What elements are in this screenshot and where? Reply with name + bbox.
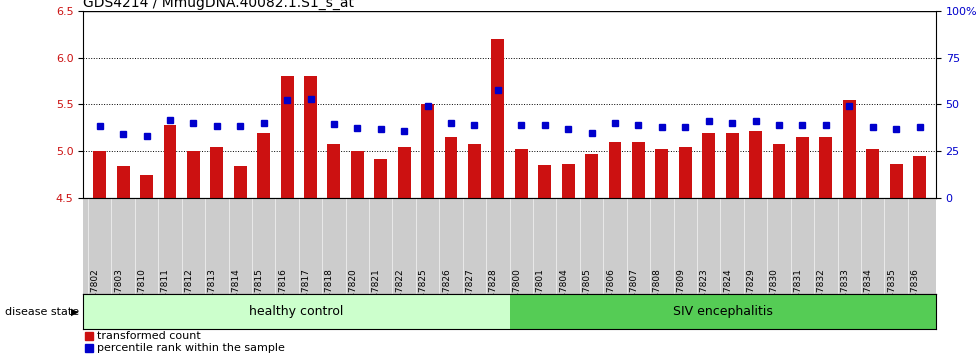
Bar xyxy=(562,164,574,198)
Bar xyxy=(351,152,364,198)
Bar xyxy=(725,132,739,198)
Bar xyxy=(772,144,785,198)
Bar xyxy=(866,149,879,198)
Bar xyxy=(796,137,808,198)
Bar xyxy=(83,294,510,329)
Bar xyxy=(374,159,387,198)
Text: transformed count: transformed count xyxy=(97,331,201,341)
Bar xyxy=(85,332,93,339)
Bar xyxy=(585,154,598,198)
Text: ▶: ▶ xyxy=(71,307,78,316)
Bar xyxy=(890,165,903,198)
Text: GDS4214 / MmugDNA.40082.1.S1_s_at: GDS4214 / MmugDNA.40082.1.S1_s_at xyxy=(83,0,355,10)
Bar xyxy=(679,147,692,198)
Bar xyxy=(117,166,129,198)
Text: percentile rank within the sample: percentile rank within the sample xyxy=(97,343,285,353)
Bar xyxy=(93,152,106,198)
Bar xyxy=(421,104,434,198)
Bar xyxy=(609,142,621,198)
Bar xyxy=(510,294,936,329)
Bar xyxy=(211,147,223,198)
Text: SIV encephalitis: SIV encephalitis xyxy=(673,305,772,318)
Bar xyxy=(327,144,340,198)
Bar xyxy=(304,76,317,198)
Bar xyxy=(280,76,294,198)
Bar xyxy=(257,132,270,198)
Bar xyxy=(164,125,176,198)
Text: disease state: disease state xyxy=(5,307,79,316)
Bar xyxy=(398,147,411,198)
Bar xyxy=(187,152,200,198)
Bar xyxy=(538,165,551,198)
Bar xyxy=(843,100,856,198)
Bar xyxy=(703,132,715,198)
Bar xyxy=(491,39,505,198)
Bar xyxy=(140,175,153,198)
Bar xyxy=(234,166,247,198)
Bar xyxy=(913,156,926,198)
Bar xyxy=(632,142,645,198)
Text: healthy control: healthy control xyxy=(249,305,344,318)
Bar xyxy=(445,137,458,198)
Bar xyxy=(514,149,528,198)
Bar xyxy=(85,344,93,352)
Bar xyxy=(819,137,832,198)
Bar xyxy=(468,144,481,198)
Bar xyxy=(656,149,668,198)
Bar xyxy=(749,131,762,198)
